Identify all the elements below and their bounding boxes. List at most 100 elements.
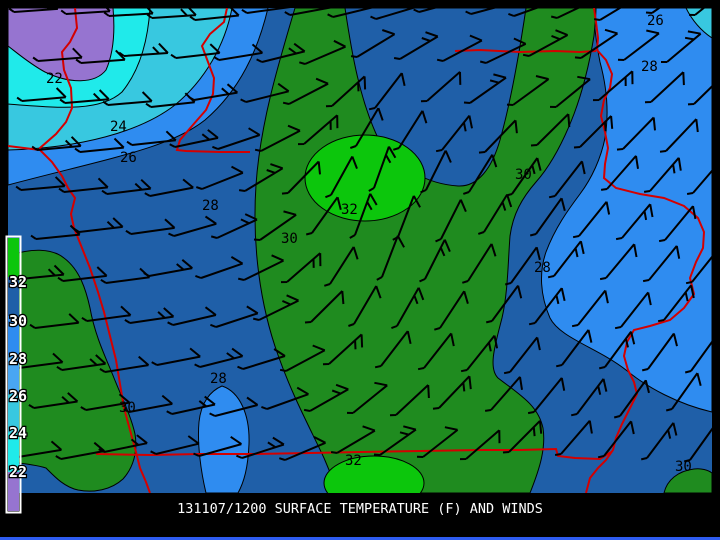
contour-label: 28 bbox=[202, 198, 219, 214]
wind-barb bbox=[303, 383, 349, 412]
colorbar-tick-label: 24 bbox=[9, 424, 27, 442]
wind-barb bbox=[241, 8, 291, 14]
colorbar-segment bbox=[8, 472, 19, 511]
wind-barb bbox=[640, 422, 678, 461]
wind-barb bbox=[253, 210, 297, 241]
wind-barb bbox=[210, 213, 258, 239]
wind-barb bbox=[370, 8, 417, 20]
wind-barb bbox=[195, 165, 244, 190]
wind-barb bbox=[465, 8, 498, 15]
wind-barb bbox=[478, 119, 518, 154]
wind-barb bbox=[297, 114, 339, 146]
state-border-west bbox=[39, 8, 151, 493]
wind-barb bbox=[126, 130, 177, 146]
wind-barb bbox=[28, 392, 79, 409]
wind-barb bbox=[346, 381, 388, 414]
wind-barb bbox=[210, 305, 259, 328]
temp-region-30-32-bottom-right bbox=[663, 468, 712, 493]
contour-label: 26 bbox=[647, 13, 664, 29]
wind-barb bbox=[57, 266, 108, 282]
wind-barb bbox=[460, 334, 499, 373]
temp-region-26-28-bottom-patch bbox=[198, 385, 250, 493]
wind-barb bbox=[169, 129, 219, 148]
wind-barb bbox=[435, 114, 473, 153]
temp-region-over-32-bottom bbox=[323, 455, 425, 493]
wind-barb bbox=[419, 239, 451, 283]
wind-barb bbox=[592, 70, 634, 102]
wind-barb bbox=[167, 306, 217, 326]
contour-label: 30 bbox=[515, 167, 532, 183]
wind-barb bbox=[503, 336, 541, 375]
wind-barb bbox=[330, 425, 376, 454]
wind-barb bbox=[99, 355, 150, 373]
wind-barb bbox=[55, 441, 105, 460]
wind-barb bbox=[436, 34, 483, 62]
wind-barb bbox=[505, 157, 542, 197]
map-area: 22 24 26 28 30 32 30 26 28 28 30 28 32 30 bbox=[8, 8, 712, 493]
wind-barb bbox=[58, 177, 109, 193]
wind-barb bbox=[613, 379, 650, 419]
contour-label: 30 bbox=[675, 459, 692, 475]
wind-barb bbox=[461, 243, 497, 284]
wind-barb bbox=[617, 29, 660, 61]
wind-barb bbox=[644, 71, 685, 104]
wind-barb bbox=[574, 28, 619, 59]
wind-barb bbox=[146, 8, 197, 19]
colorbar-segment bbox=[8, 433, 19, 472]
wind-barb bbox=[212, 127, 261, 150]
wind-barb bbox=[299, 39, 346, 65]
wind-barb bbox=[434, 290, 469, 331]
wind-barb bbox=[56, 354, 107, 371]
wind-barb bbox=[502, 420, 543, 454]
wind-barb bbox=[658, 205, 697, 243]
colorbar-tick-label: 26 bbox=[9, 387, 27, 405]
wind-barb bbox=[151, 347, 201, 366]
wind-barb bbox=[376, 235, 405, 281]
wind-barb bbox=[485, 285, 523, 324]
wind-barb bbox=[657, 284, 695, 323]
wind-barb bbox=[213, 43, 264, 61]
wind-barb bbox=[392, 110, 428, 151]
wind-barb bbox=[522, 29, 569, 57]
wind-barb bbox=[281, 160, 321, 195]
wind-barb bbox=[462, 154, 498, 195]
colorbar-tick-label: 30 bbox=[9, 312, 27, 330]
contour-label: 28 bbox=[534, 260, 551, 276]
wind-barb bbox=[282, 77, 329, 105]
wind-barb bbox=[435, 199, 467, 243]
wind-barb bbox=[98, 434, 148, 453]
wind-barb bbox=[416, 426, 459, 458]
wind-barbs bbox=[8, 8, 712, 463]
wind-barb bbox=[166, 395, 216, 415]
wind-barb bbox=[304, 290, 345, 324]
temp-region-30-32-left bbox=[8, 249, 137, 492]
wind-barb bbox=[284, 8, 334, 16]
wind-barb bbox=[642, 245, 681, 283]
wind-barb bbox=[305, 196, 342, 236]
colorbar-segment bbox=[8, 316, 19, 355]
wind-barb bbox=[555, 329, 593, 368]
wind-barb bbox=[123, 394, 173, 413]
contour-label: 24 bbox=[110, 119, 127, 135]
wind-barb bbox=[665, 372, 702, 412]
wind-barb bbox=[459, 429, 501, 461]
wind-barb bbox=[144, 178, 194, 197]
wind-barb bbox=[659, 118, 699, 153]
bottom-accent-line bbox=[0, 537, 720, 540]
wind-barb bbox=[189, 8, 240, 21]
wind-barb bbox=[615, 203, 654, 241]
wind-barb bbox=[374, 330, 412, 369]
wind-barb bbox=[101, 178, 152, 195]
contour-labels: 22 24 26 28 30 32 30 26 28 28 30 28 32 30 bbox=[46, 13, 692, 475]
wind-barb bbox=[600, 155, 639, 191]
wind-barb bbox=[686, 169, 712, 195]
wind-barb bbox=[527, 377, 566, 415]
wind-barb bbox=[323, 246, 359, 287]
contour-label: 28 bbox=[641, 59, 658, 75]
wind-barb bbox=[573, 115, 614, 149]
wind-barb bbox=[571, 289, 609, 328]
colorbar-border bbox=[5, 235, 22, 514]
wind-barb bbox=[349, 107, 384, 149]
contour-label: 32 bbox=[341, 202, 358, 218]
wind-barb bbox=[643, 157, 682, 193]
